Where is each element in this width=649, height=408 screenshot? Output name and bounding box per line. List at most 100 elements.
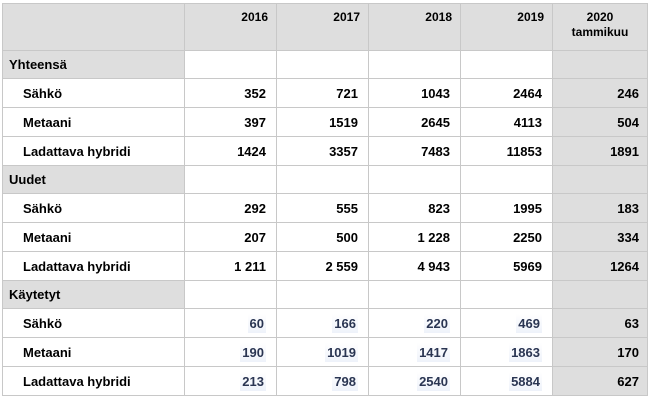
- row-label: Ladattava hybridi: [2, 251, 185, 281]
- header-year-2020-january: 2020 tammikuu: [552, 3, 648, 51]
- value-text: 207: [244, 229, 266, 245]
- data-table: 2016 2017 2018 2019 2020 tammikuu Yhteen…: [2, 3, 648, 396]
- empty-cell: [368, 280, 461, 309]
- value-text: 4 943: [417, 258, 450, 274]
- empty-cell: [276, 165, 369, 194]
- empty-cell: [552, 280, 648, 309]
- empty-cell: [184, 165, 277, 194]
- value-cell: 292: [184, 193, 277, 223]
- value-cell: 2464: [460, 78, 553, 108]
- value-cell: 5884: [460, 366, 553, 396]
- group-row: Käytetyt: [2, 280, 648, 309]
- value-text: 1043: [421, 85, 450, 101]
- empty-cell: [460, 50, 553, 79]
- value-text: 1417: [417, 342, 450, 362]
- empty-cell: [184, 280, 277, 309]
- value-cell: 166: [276, 308, 369, 338]
- value-text: 1519: [329, 114, 358, 130]
- value-cell: 1417: [368, 337, 461, 367]
- header-last-month: tammikuu: [571, 25, 629, 39]
- table-row: Ladattava hybridi 1424 3357 7483 11853 1891: [2, 136, 648, 166]
- header-year-2019: 2019: [460, 3, 553, 51]
- value-text: 1 228: [417, 229, 450, 245]
- value-cell: 2 559: [276, 251, 369, 281]
- value-text: 1019: [325, 342, 358, 362]
- value-cell: 220: [368, 308, 461, 338]
- header-last-year: 2020: [586, 10, 614, 24]
- value-text: 500: [336, 229, 358, 245]
- value-text: 213: [240, 371, 266, 391]
- table-row: Ladattava hybridi 1 211 2 559 4 943 5969 1264: [2, 251, 648, 281]
- value-text: 2 559: [325, 258, 358, 274]
- value-text: 2540: [417, 371, 450, 391]
- value-cell: 1863: [460, 337, 553, 367]
- value-cell: 3357: [276, 136, 369, 166]
- value-cell: 1424: [184, 136, 277, 166]
- group-title: Käytetyt: [2, 280, 185, 309]
- value-cell: 2250: [460, 222, 553, 252]
- value-cell: 7483: [368, 136, 461, 166]
- value-text: 60: [247, 313, 266, 333]
- value-cell-2020-january: 1891: [552, 136, 648, 166]
- table-row: Metaani 190 1019 1417 1863 170: [2, 337, 648, 367]
- value-cell: 798: [276, 366, 369, 396]
- table-row: Ladattava hybridi 213 798 2540 5884 627: [2, 366, 648, 396]
- value-cell: 190: [184, 337, 277, 367]
- value-text: 823: [428, 200, 450, 216]
- row-label: Ladattava hybridi: [2, 136, 185, 166]
- value-cell: 4 943: [368, 251, 461, 281]
- header-year-2018: 2018: [368, 3, 461, 51]
- value-text: 352: [244, 85, 266, 101]
- value-cell-2020-january: 170: [552, 337, 648, 367]
- value-cell-2020-january: 504: [552, 107, 648, 137]
- row-label: Sähkö: [2, 308, 185, 338]
- value-cell-2020-january: 1264: [552, 251, 648, 281]
- value-cell-2020-january: 627: [552, 366, 648, 396]
- value-cell: 823: [368, 193, 461, 223]
- value-cell: 2645: [368, 107, 461, 137]
- value-cell: 1043: [368, 78, 461, 108]
- group-title: Yhteensä: [2, 50, 185, 79]
- table-row: Sähkö 292 555 823 1995 183: [2, 193, 648, 223]
- value-text: 1424: [237, 143, 266, 159]
- value-text: 1 211: [234, 258, 266, 274]
- header-year-2016: 2016: [184, 3, 277, 51]
- value-cell: 555: [276, 193, 369, 223]
- value-cell: 1995: [460, 193, 553, 223]
- value-text: 292: [244, 200, 266, 216]
- value-text: 2250: [513, 229, 542, 245]
- value-text: 166: [332, 313, 358, 333]
- value-text: 798: [332, 371, 358, 391]
- table-row: Metaani 207 500 1 228 2250 334: [2, 222, 648, 252]
- value-cell: 721: [276, 78, 369, 108]
- value-cell-2020-january: 183: [552, 193, 648, 223]
- value-text: 397: [244, 114, 266, 130]
- table-row: Sähkö 352 721 1043 2464 246: [2, 78, 648, 108]
- value-text: 1995: [513, 200, 542, 216]
- value-text: 7483: [421, 143, 450, 159]
- value-text: 469: [516, 313, 542, 333]
- empty-cell: [276, 50, 369, 79]
- value-cell: 5969: [460, 251, 553, 281]
- value-cell: 397: [184, 107, 277, 137]
- value-text: 2464: [513, 85, 542, 101]
- empty-cell: [552, 50, 648, 79]
- group-title: Uudet: [2, 165, 185, 194]
- value-text: 220: [424, 313, 450, 333]
- value-text: 11853: [506, 143, 542, 159]
- empty-cell: [368, 165, 461, 194]
- empty-cell: [184, 50, 277, 79]
- value-cell: 2540: [368, 366, 461, 396]
- group-row: Yhteensä: [2, 50, 648, 79]
- row-label: Metaani: [2, 222, 185, 252]
- row-label: Sähkö: [2, 193, 185, 223]
- row-label: Ladattava hybridi: [2, 366, 185, 396]
- row-label: Metaani: [2, 337, 185, 367]
- value-text: 190: [240, 342, 266, 362]
- empty-cell: [368, 50, 461, 79]
- value-cell-2020-january: 63: [552, 308, 648, 338]
- value-cell: 352: [184, 78, 277, 108]
- value-cell-2020-january: 246: [552, 78, 648, 108]
- header-corner-cell: [2, 3, 185, 51]
